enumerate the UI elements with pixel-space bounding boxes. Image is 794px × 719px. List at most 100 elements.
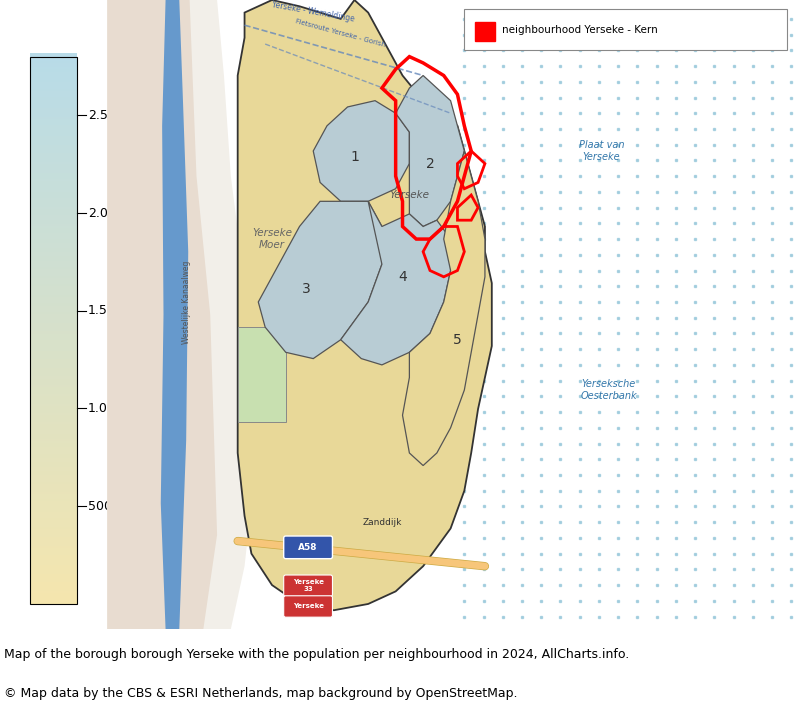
Bar [30, 173, 77, 177]
Bar [30, 354, 77, 357]
Bar [30, 341, 77, 344]
Polygon shape [403, 151, 485, 466]
Bar [30, 278, 77, 282]
Bar [30, 334, 77, 338]
Bar [30, 495, 77, 499]
Polygon shape [237, 327, 286, 421]
Bar [30, 549, 77, 552]
Bar [30, 358, 77, 362]
Bar [30, 554, 77, 557]
Polygon shape [160, 0, 188, 629]
Polygon shape [107, 0, 258, 629]
Bar [30, 285, 77, 288]
Bar [30, 410, 77, 413]
Bar [30, 70, 77, 74]
Bar [30, 313, 77, 316]
Bar [30, 249, 77, 252]
Text: 2: 2 [426, 157, 434, 170]
Bar [30, 414, 77, 417]
Bar [30, 68, 77, 72]
Bar [30, 234, 77, 237]
Bar [30, 530, 77, 533]
Bar [30, 273, 77, 275]
Bar [30, 242, 77, 245]
Bar [30, 380, 77, 383]
Bar [30, 543, 77, 546]
Bar [30, 182, 77, 186]
Bar [30, 373, 77, 377]
Bar [30, 424, 77, 428]
Text: Map of the borough borough Yerseke with the population per neighbourhood in 2024: Map of the borough borough Yerseke with … [4, 648, 629, 661]
Bar [30, 134, 77, 138]
Bar [30, 433, 77, 436]
Text: neighbourhood Yerseke - Kern: neighbourhood Yerseke - Kern [502, 25, 658, 35]
Bar [30, 592, 77, 595]
Bar [30, 421, 77, 423]
Bar [30, 132, 77, 136]
Bar [30, 371, 77, 375]
Bar [30, 62, 77, 65]
Bar [30, 260, 77, 262]
Text: 1.500: 1.500 [88, 304, 124, 317]
Bar [30, 450, 77, 454]
Bar [30, 528, 77, 531]
Bar [30, 94, 77, 97]
Bar [30, 476, 77, 480]
Text: © Map data by the CBS & ESRI Netherlands, map background by OpenStreetMap.: © Map data by the CBS & ESRI Netherlands… [4, 687, 518, 700]
Bar [30, 221, 77, 224]
Bar [30, 536, 77, 539]
Text: 3: 3 [302, 283, 310, 296]
Bar [30, 384, 77, 387]
Bar [30, 139, 77, 142]
Bar [30, 268, 77, 271]
Bar [30, 577, 77, 580]
Bar [30, 367, 77, 370]
Bar [30, 539, 77, 541]
Bar [30, 103, 77, 106]
Bar [30, 197, 77, 201]
Bar [30, 439, 77, 443]
FancyBboxPatch shape [283, 596, 333, 617]
Bar [30, 219, 77, 222]
Bar [30, 223, 77, 226]
Bar [30, 232, 77, 235]
Bar [30, 574, 77, 578]
Bar [30, 96, 77, 99]
Bar [30, 336, 77, 340]
Bar [30, 506, 77, 510]
Bar [30, 457, 77, 460]
Bar [30, 308, 77, 312]
Bar [30, 266, 77, 269]
Bar [30, 276, 77, 280]
Text: Zanddijk: Zanddijk [362, 518, 402, 527]
Bar [30, 150, 77, 153]
Bar [30, 330, 77, 334]
Bar [30, 186, 77, 190]
Bar [30, 127, 77, 129]
Bar [30, 585, 77, 589]
Bar [30, 270, 77, 273]
Bar [30, 152, 77, 155]
Text: 1: 1 [350, 150, 359, 164]
Bar [30, 343, 77, 347]
Bar [30, 251, 77, 254]
Bar [30, 55, 77, 59]
Text: 4: 4 [398, 270, 407, 284]
Bar [30, 99, 77, 101]
Polygon shape [258, 201, 382, 359]
Bar [30, 184, 77, 188]
Bar [30, 579, 77, 582]
Bar [30, 291, 77, 295]
Text: Yerseke
Moer: Yerseke Moer [252, 228, 292, 250]
Text: 2.000: 2.000 [88, 206, 124, 219]
Bar [30, 178, 77, 181]
Bar [30, 463, 77, 467]
Bar [30, 77, 77, 81]
Bar [30, 238, 77, 241]
Bar [30, 587, 77, 591]
Bar [30, 296, 77, 299]
Bar [30, 508, 77, 512]
Bar [30, 489, 77, 493]
Bar [30, 191, 77, 194]
Bar [30, 156, 77, 160]
